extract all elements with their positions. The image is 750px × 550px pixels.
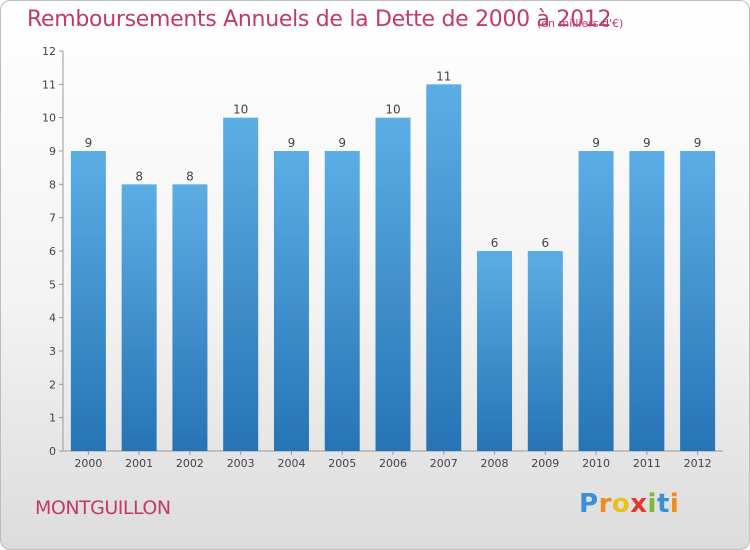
x-tick-label-2010: 2010	[582, 457, 610, 470]
x-tick-label-2009: 2009	[531, 457, 559, 470]
x-tick-label-2012: 2012	[684, 457, 712, 470]
value-label-2005: 9	[338, 136, 346, 150]
value-label-2003: 10	[233, 103, 248, 117]
commune-name: MONTGUILLON	[35, 497, 171, 519]
chart-title: Remboursements Annuels de la Dette de 20…	[27, 7, 612, 32]
x-tick-label-2003: 2003	[227, 457, 255, 470]
x-tick-label-2004: 2004	[277, 457, 305, 470]
value-label-2011: 9	[643, 136, 651, 150]
logo-letter: i	[669, 489, 680, 519]
x-tick-label-2002: 2002	[176, 457, 204, 470]
y-tick-label: 10	[42, 112, 56, 125]
x-tick-label-2000: 2000	[74, 457, 102, 470]
x-tick-label-2007: 2007	[430, 457, 458, 470]
value-label-2000: 9	[85, 136, 93, 150]
y-tick-label: 8	[49, 178, 56, 191]
y-tick-label: 11	[42, 78, 56, 91]
value-label-2001: 8	[135, 169, 143, 183]
bar-2005	[324, 151, 360, 451]
bar-2006	[375, 117, 411, 452]
logo-letter: o	[611, 489, 631, 519]
bar-2012	[680, 151, 716, 451]
chart-subtitle: (en milliers d'€)	[537, 17, 624, 30]
proxiti-logo: Proxiti	[579, 489, 679, 519]
y-tick-label: 9	[49, 145, 56, 158]
x-tick-label-2006: 2006	[379, 457, 407, 470]
x-tick-label-2001: 2001	[125, 457, 153, 470]
bar-2011	[629, 151, 665, 451]
bar-2003	[223, 117, 259, 452]
y-tick-label: 12	[42, 45, 56, 58]
value-label-2002: 8	[186, 169, 194, 183]
value-label-2012: 9	[694, 136, 702, 150]
logo-letter: P	[579, 489, 599, 519]
bar-2002	[172, 184, 208, 452]
value-label-2004: 9	[288, 136, 296, 150]
y-tick-label: 0	[49, 445, 56, 458]
bar-2004	[273, 151, 309, 451]
logo-letter: t	[656, 489, 670, 519]
y-tick-label: 6	[49, 245, 56, 258]
bar-2009	[527, 251, 563, 451]
logo-letter: r	[598, 489, 612, 519]
value-label-2006: 10	[385, 103, 400, 117]
y-tick-label: 7	[49, 212, 56, 225]
logo-letter: x	[630, 489, 648, 519]
bar-2008	[477, 251, 513, 451]
value-label-2010: 9	[592, 136, 600, 150]
x-tick-label-2011: 2011	[633, 457, 661, 470]
value-label-2008: 6	[491, 236, 499, 250]
y-tick-label: 3	[49, 345, 56, 358]
bar-2000	[70, 151, 106, 451]
y-tick-label: 1	[49, 412, 56, 425]
x-tick-label-2005: 2005	[328, 457, 356, 470]
y-tick-label: 4	[49, 312, 56, 325]
y-tick-label: 2	[49, 378, 56, 391]
bar-2007	[426, 84, 462, 451]
x-tick-label-2008: 2008	[481, 457, 509, 470]
bar-2001	[121, 184, 157, 452]
logo-letter: i	[647, 489, 657, 519]
value-label-2007: 11	[436, 69, 451, 83]
bar-2010	[578, 151, 614, 451]
value-label-2009: 6	[541, 236, 549, 250]
y-tick-label: 5	[49, 278, 56, 291]
